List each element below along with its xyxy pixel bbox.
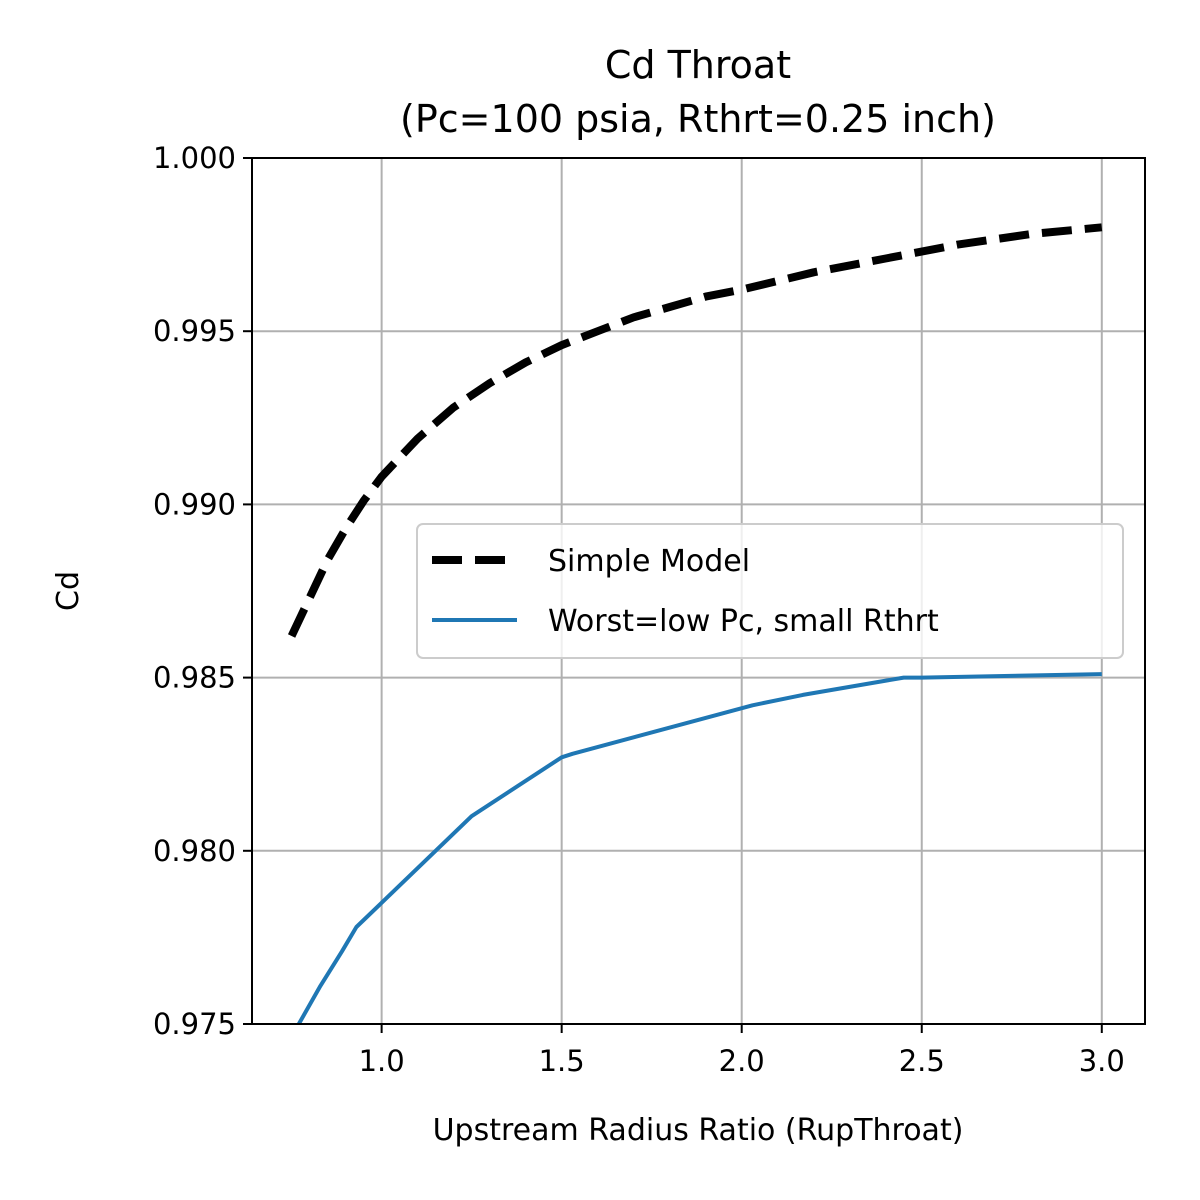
tick-layer: 1.0 1.5 2.0 2.5 3.0 0.975 0.980 0.985 0.990 0.995… [153,141,1125,1078]
chart-title: Cd Throat [605,43,791,87]
chart-subtitle: (Pc=100 psia, Rthrt=0.25 inch) [400,97,996,141]
series-line-simple-model [287,223,1103,638]
x-tick-label: 1.5 [539,1044,585,1078]
series-layer [287,223,1103,1025]
y-axis-label: Cd [51,571,86,611]
y-tick-label: 1.000 [153,141,236,175]
y-tick-label: 0.985 [153,661,236,695]
plot-frame [251,157,1146,1025]
y-tick-label: 0.995 [153,314,236,348]
series-line-worst [297,672,1102,1025]
x-tick-label: 2.5 [899,1044,945,1078]
y-tick-label: 0.975 [153,1007,236,1041]
legend-box [416,523,1124,659]
legend-label-worst: Worst=low Pc, small Rthrt [548,604,939,639]
x-tick-label: 2.0 [719,1044,765,1078]
legend-label-simple-model: Simple Model [548,544,750,579]
x-tick-label: 1.0 [359,1044,405,1078]
x-tick-label: 3.0 [1079,1044,1125,1078]
legend: Simple Model Worst=low Pc, small Rthrt [416,523,1124,659]
y-tick-label: 0.990 [153,487,236,521]
y-tick-label: 0.980 [153,834,236,868]
x-axis-label: Upstream Radius Ratio (RupThroat) [433,1113,964,1148]
